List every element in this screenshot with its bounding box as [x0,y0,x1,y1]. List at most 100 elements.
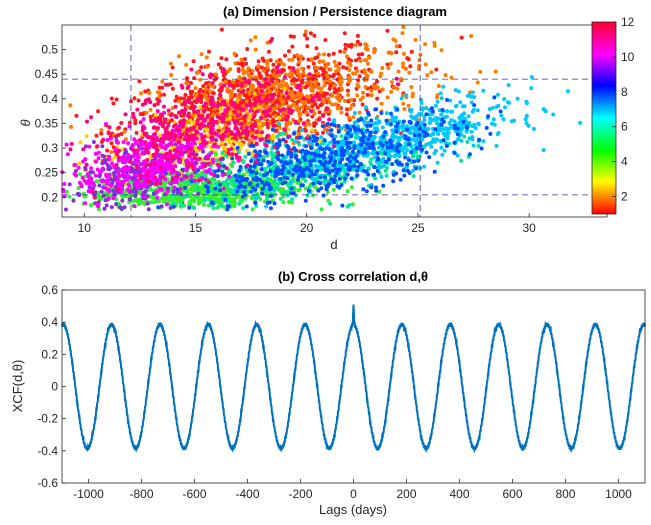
scatter-point [352,163,357,168]
scatter-point [214,158,219,163]
scatter-point [311,172,316,177]
scatter-point [250,134,255,139]
scatter-point [174,149,179,154]
scatter-point [184,175,189,179]
scatter-point [253,154,258,158]
scatter-point [361,90,365,95]
scatter-point [265,194,269,199]
scatter-point [268,58,273,63]
scatter-point [303,178,308,183]
scatter-point [186,113,190,118]
scatter-point [193,178,198,183]
scatter-point [413,37,418,42]
scatter-point [255,67,260,72]
scatter-point [333,102,338,107]
scatter-point [132,148,137,153]
scatter-point [476,122,481,127]
scatter-point [106,131,111,136]
scatter-point [267,187,272,192]
scatter-point [272,178,277,183]
scatter-point [411,174,416,179]
scatter-point [152,191,156,196]
scatter-point [372,155,377,160]
scatter-point [332,144,336,149]
scatter-point [406,158,411,162]
scatter-point [337,74,342,79]
scatter-point [274,59,279,64]
scatter-point [325,91,329,96]
scatter-point [355,39,360,44]
scatter-point [246,73,251,77]
scatter-point [405,124,410,129]
scatter-point [452,140,457,145]
scatter-point [137,200,142,204]
scatter-point [332,72,336,77]
scatter-point [271,155,276,160]
scatter-point [322,94,327,99]
scatter-point [243,129,247,134]
scatter-point [280,79,285,84]
scatter-point [64,142,69,147]
scatter-point [447,126,452,131]
scatter-point [238,61,243,66]
scatter-point [185,149,189,154]
scatter-point [355,124,360,129]
scatter-point [264,189,269,194]
scatter-point [460,112,465,117]
scatter-point [321,163,326,168]
scatter-point [237,75,242,80]
scatter-point [192,199,197,204]
scatter-point [363,85,368,90]
scatter-point [402,173,407,178]
scatter-point [110,161,114,166]
scatter-point [239,57,244,62]
scatter-point [101,137,106,142]
scatter-point [84,181,89,185]
scatter-point [336,92,341,97]
scatter-point [327,181,332,186]
scatter-point [274,80,279,85]
scatter-point [311,61,316,66]
scatter-point [541,148,546,153]
scatter-point [189,156,194,161]
scatter-point [225,128,230,133]
scatter-point [327,170,332,175]
scatter-point [132,204,137,209]
scatter-point [126,141,131,146]
scatter-point [242,189,247,194]
scatter-point [153,175,158,180]
scatter-point [240,194,245,199]
scatter-point [244,148,249,153]
scatter-point [202,123,207,128]
scatter-point [266,177,271,182]
scatter-point [271,117,276,122]
scatter-point [298,88,303,93]
scatter-point [394,124,399,129]
scatter-point [109,183,114,188]
scatter-point [458,100,463,105]
scatter-point [282,86,287,91]
scatter-point [277,168,282,173]
scatter-point [311,134,316,139]
scatter-point [420,137,425,142]
scatter-point [68,103,73,108]
scatter-point [290,96,295,101]
scatter-point [127,189,132,194]
scatter-point [138,174,143,179]
scatter-point [138,120,143,125]
scatter-point [384,173,389,178]
scatter-point [184,128,189,132]
scatter-point [447,121,452,125]
scatter-point [233,201,237,206]
scatter-point [269,97,274,102]
scatter-point [399,77,403,81]
scatter-point [366,137,371,141]
scatter-point [294,148,299,153]
scatter-point [429,144,434,149]
scatter-point [408,64,413,69]
scatter-point [216,197,221,202]
scatter-point [394,44,399,49]
scatter-point [241,71,246,76]
scatter-point [96,109,101,114]
scatter-point [344,162,349,167]
